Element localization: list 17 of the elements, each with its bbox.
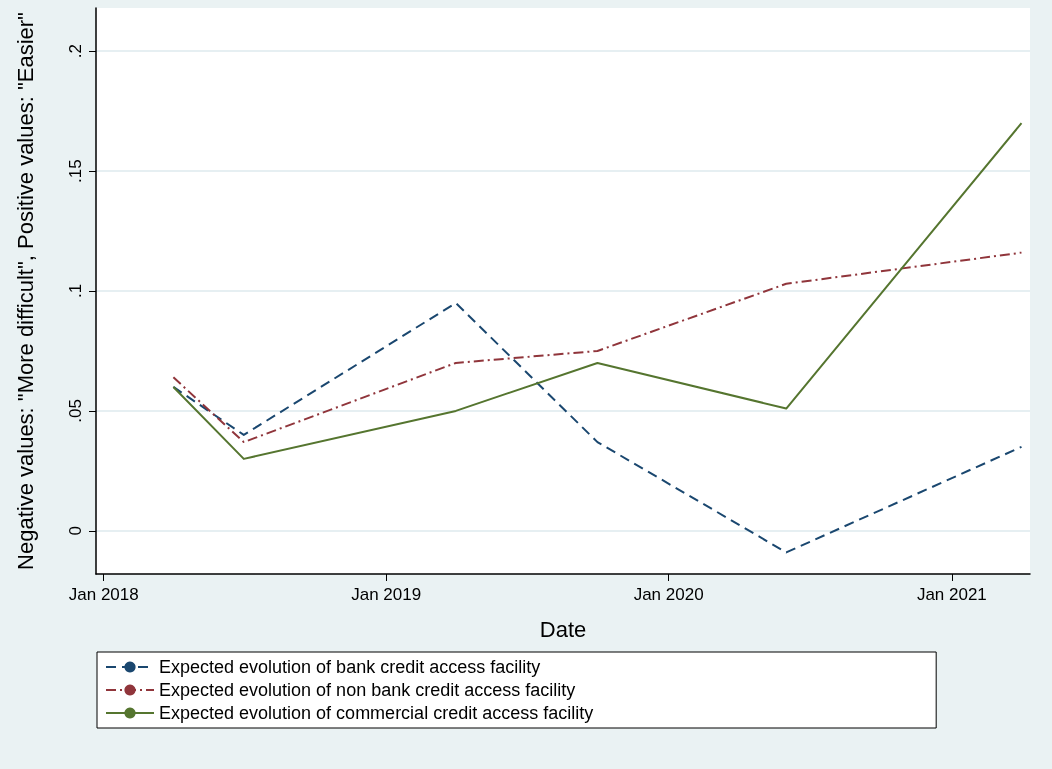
x-tick-label: Jan 2019 (351, 585, 422, 604)
line-series (172, 251, 1023, 444)
y-tick-label: .15 (66, 159, 85, 183)
line-series (172, 301, 1023, 554)
y-tick-label: .1 (66, 283, 85, 299)
legend-label: Expected evolution of bank credit access facility (159, 657, 541, 677)
y-tick-label: .05 (66, 399, 85, 423)
legend-label: Expected evolution of commercial credit access facility (159, 703, 594, 723)
y-tick-label: 0 (66, 526, 85, 536)
legend-label: Expected evolution of non bank credit access facility (159, 680, 576, 700)
x-tick-label: Jan 2020 (633, 585, 704, 604)
line-series (172, 122, 1023, 460)
x-tick-label: Jan 2018 (68, 585, 139, 604)
x-tick-label: Jan 2021 (916, 585, 987, 604)
y-axis-title: Negative values: "More difficult", Positive values: "Easier" (12, 12, 38, 570)
y-tick-label: .2 (66, 44, 85, 59)
x-axis-title: Date (539, 616, 587, 642)
